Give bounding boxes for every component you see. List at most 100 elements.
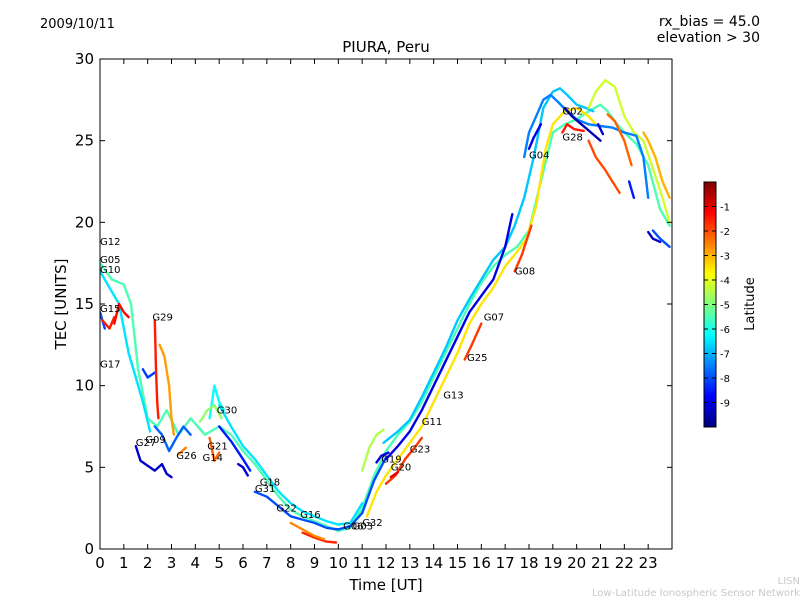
- tec-series-32: [513, 224, 533, 273]
- footer-line1: LISN: [777, 576, 800, 587]
- satellite-label-g26: G26: [176, 451, 196, 462]
- x-tick-label: 3: [167, 554, 177, 572]
- tec-series-36: [289, 521, 326, 541]
- tec-series-34: [587, 139, 621, 195]
- tec-series-26: [375, 451, 390, 464]
- satellite-label-g06: G06: [343, 521, 363, 532]
- y-tick-label: 15: [75, 295, 94, 313]
- tec-series-18: [384, 212, 514, 461]
- satellite-label-g09: G09: [145, 435, 165, 446]
- tec-series-14: [141, 368, 157, 379]
- x-tick-label: 5: [214, 554, 224, 572]
- satellite-label-g30: G30: [217, 405, 237, 416]
- x-tick-label: 18: [519, 554, 538, 572]
- tec-series-35: [301, 531, 338, 544]
- x-axis-label: Time [UT]: [348, 576, 422, 594]
- x-tick-label: 13: [400, 554, 419, 572]
- footer-line2: Low-Latitude Ionospheric Sensor Network: [592, 588, 800, 599]
- tec-series-1: [100, 103, 671, 533]
- x-tick-label: 17: [496, 554, 515, 572]
- colorbar-ticks: -1 -2 -3 -4 -5 -6 -7 -8 -9: [704, 203, 730, 410]
- tec-series-3: [365, 106, 597, 518]
- satellite-label-g32: G32: [362, 518, 382, 529]
- tec-series-38: [177, 446, 188, 456]
- elevation-label: elevation > 30: [656, 30, 760, 46]
- x-tick-label: 12: [376, 554, 395, 572]
- satellite-label-g04: G04: [529, 151, 549, 162]
- x-tick-label: 22: [615, 554, 634, 572]
- satellite-label-g31: G31: [255, 484, 275, 495]
- satellite-label-g10: G10: [100, 265, 120, 276]
- satellite-label-g21: G21: [207, 441, 227, 452]
- chart-title: PIURA, Peru: [342, 38, 429, 56]
- y-tick-label: 25: [75, 132, 94, 150]
- satellite-label-g22: G22: [276, 503, 296, 514]
- colorbar-tick-label: -5: [720, 301, 730, 312]
- satellite-label-g13: G13: [443, 391, 463, 402]
- tec-series-20: [236, 462, 250, 477]
- tec-series-15: [253, 456, 388, 531]
- satellite-label-layer: G12G05G10G15G17G29G27G09G26G21G14G30G18G…: [100, 107, 583, 533]
- x-tick-label: 19: [543, 554, 562, 572]
- tec-series-4: [642, 131, 671, 200]
- tec-series-9: [208, 384, 226, 420]
- tec-series-27: [113, 302, 130, 325]
- colorbar-tick-label: -2: [720, 227, 730, 238]
- x-axis: 0 1 2 3 4 5 6 7 8 9 10 11 12 13 14 15 16 17 18 19 20 21 22 23: [95, 59, 658, 572]
- tec-series-17: [153, 425, 192, 453]
- x-tick-label: 11: [353, 554, 372, 572]
- satellite-label-g15: G15: [100, 304, 120, 315]
- y-tick-label: 10: [75, 377, 94, 395]
- x-tick-label: 20: [567, 554, 586, 572]
- tec-series-21: [527, 123, 543, 151]
- satellite-label-g20: G20: [391, 463, 411, 474]
- tec-series-37: [208, 436, 221, 462]
- satellite-label-g28: G28: [562, 133, 582, 144]
- tec-series-16: [217, 425, 252, 472]
- x-tick-label: 6: [238, 554, 248, 572]
- tec-series-6: [100, 270, 152, 433]
- satellite-label-g29: G29: [152, 312, 172, 323]
- tec-series-23: [596, 123, 605, 136]
- colorbar: -1 -2 -3 -4 -5 -6 -7 -8 -9 Latitude: [703, 181, 758, 428]
- y-axis: 0 5 10 15 20 25 30: [75, 50, 672, 558]
- satellite-label-g14: G14: [203, 453, 223, 464]
- y-tick-label: 30: [75, 50, 94, 68]
- x-tick-label: 9: [310, 554, 320, 572]
- colorbar-tick-label: -3: [720, 252, 730, 263]
- x-tick-label: 15: [448, 554, 467, 572]
- x-tick-label: 10: [329, 554, 348, 572]
- tec-series-5: [158, 343, 176, 436]
- parameters-label: rx_bias = 45.0 elevation > 30: [657, 14, 760, 46]
- tec-series-29: [153, 319, 160, 420]
- tec-series-33: [561, 123, 585, 134]
- tec-series-30: [384, 436, 423, 485]
- tec-series-24: [627, 180, 636, 200]
- colorbar-tick-label: -7: [720, 350, 730, 361]
- data-series-layer: [100, 78, 671, 544]
- x-tick-label: 21: [591, 554, 610, 572]
- satellite-label-g02: G02: [562, 107, 582, 118]
- x-tick-label: 0: [95, 554, 105, 572]
- y-tick-label: 20: [75, 213, 94, 231]
- tec-series-8: [587, 78, 671, 224]
- y-tick-label: 0: [84, 540, 94, 558]
- x-tick-label: 14: [424, 554, 443, 572]
- colorbar-tick-label: -6: [720, 325, 730, 336]
- colorbar-tick-label: -1: [720, 203, 730, 214]
- colorbar-tick-label: -4: [720, 276, 730, 287]
- satellite-label-g03: G03: [353, 521, 373, 532]
- satellite-label-g19: G19: [381, 454, 401, 465]
- x-tick-label: 4: [191, 554, 201, 572]
- tec-series-25: [647, 230, 662, 244]
- tec-series-28: [101, 315, 116, 330]
- x-tick-label: 7: [262, 554, 272, 572]
- tec-series-40: [389, 471, 400, 479]
- rx-bias-label: rx_bias = 45.0: [658, 14, 760, 30]
- colorbar-label: Latitude: [743, 277, 758, 331]
- colorbar-tick-label: -9: [720, 399, 730, 410]
- x-tick-label: 2: [143, 554, 153, 572]
- satellite-label-g08: G08: [515, 267, 535, 278]
- satellite-label-g25: G25: [467, 353, 487, 364]
- satellite-label-g23: G23: [410, 445, 430, 456]
